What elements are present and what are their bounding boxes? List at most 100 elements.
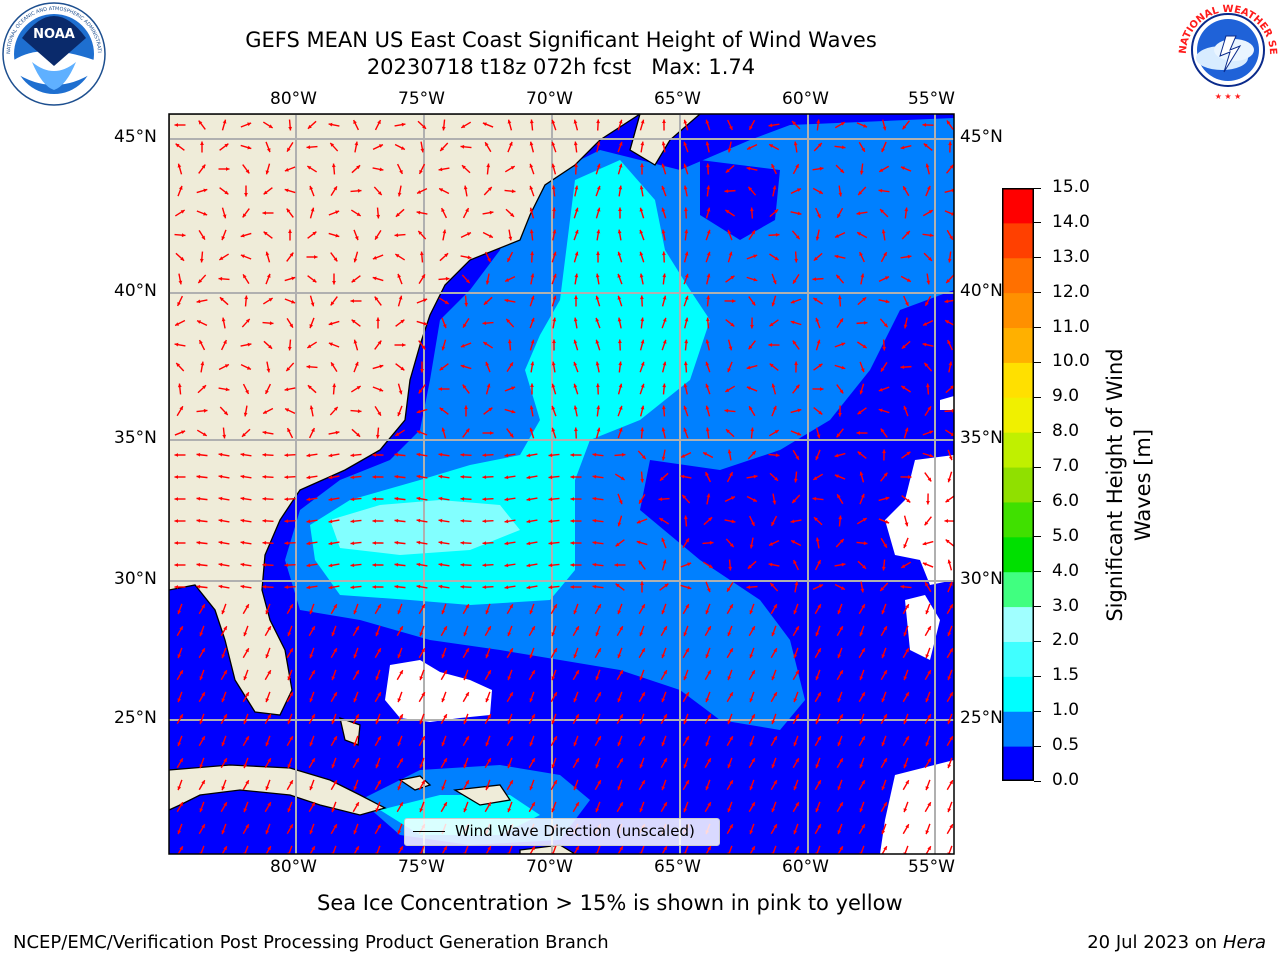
wind-wave-arrow-head: [262, 540, 267, 545]
wind-wave-arrow-head: [621, 452, 626, 457]
wind-wave-arrow-head: [684, 273, 689, 278]
colorbar-tick-mark: [1034, 222, 1041, 224]
wind-wave-arrow-head: [725, 388, 730, 392]
wind-wave-arrow-head: [487, 257, 491, 262]
wind-wave-arrow-head: [284, 541, 289, 546]
wind-wave-arrow-head: [551, 808, 556, 813]
wind-wave-arrow-head: [330, 142, 335, 147]
wind-wave-arrow-head: [180, 256, 185, 261]
wind-wave-arrow-head: [394, 518, 399, 523]
wind-wave-arrow-head: [552, 339, 556, 344]
wind-wave-arrow-head: [307, 344, 312, 348]
wind-wave-arrow-head: [482, 519, 487, 524]
wind-wave-arrow-head: [333, 692, 337, 697]
wind-wave-arrow-head: [841, 365, 846, 370]
wind-wave-arrow-head: [353, 654, 358, 659]
wind-wave-arrow-head: [944, 519, 949, 523]
wind-wave-arrow-head: [905, 648, 909, 653]
colorbar-segment: [1002, 746, 1034, 781]
wind-wave-arrow-head: [618, 361, 623, 366]
wind-wave-arrow-head: [201, 235, 205, 240]
wind-wave-arrow-head: [464, 302, 469, 307]
wind-wave-arrow-head: [199, 764, 204, 769]
wind-wave-arrow-head: [769, 322, 774, 327]
wind-wave-arrow-head: [705, 163, 710, 168]
wind-wave-arrow-head: [839, 389, 844, 394]
colorbar-tick-mark: [1034, 571, 1041, 573]
wind-wave-arrow: [816, 845, 821, 854]
wind-wave-arrow-head: [705, 405, 710, 410]
wind-wave-arrow-head: [859, 632, 864, 637]
wind-wave-arrow-head: [355, 670, 359, 675]
wind-wave-arrow-head: [797, 408, 802, 413]
wind-wave-arrow-head: [507, 808, 512, 813]
wind-wave-arrow-head: [529, 610, 534, 615]
wind-wave-arrow-head: [573, 742, 578, 747]
wind-wave-arrow-head: [377, 411, 381, 416]
colorbar-tick-label: 6.0: [1052, 490, 1080, 511]
wind-wave-arrow-head: [705, 339, 710, 344]
wind-wave-arrow-head: [553, 692, 557, 697]
wind-wave-arrow: [596, 845, 601, 854]
wind-wave-arrow-head: [482, 453, 487, 458]
wind-wave-arrow-head: [243, 632, 248, 637]
wind-wave-arrow-head: [460, 540, 465, 545]
wind-wave-arrow-head: [925, 582, 929, 587]
wind-wave-arrow-head: [460, 562, 465, 567]
wind-wave-arrow-head: [819, 166, 824, 171]
wind-wave-arrow-head: [529, 207, 534, 212]
wind-wave-arrow-head: [420, 368, 424, 373]
colorbar-tick-label: 11.0: [1052, 316, 1090, 337]
wind-wave-arrow-head: [707, 714, 711, 719]
wind-wave-arrow-head: [705, 472, 709, 477]
wind-wave-arrow-head: [575, 758, 579, 763]
wind-wave-arrow-head: [815, 764, 820, 769]
wind-wave-arrow-head: [511, 189, 516, 194]
wind-wave-arrow-head: [818, 143, 822, 147]
wind-wave-arrow-head: [861, 780, 865, 785]
wind-wave-arrow-head: [441, 654, 446, 659]
wind-wave-arrow-head: [595, 317, 600, 322]
wind-wave-arrow-head: [510, 212, 515, 217]
wind-wave-arrow-head: [333, 824, 337, 829]
wind-wave-arrow-head: [881, 148, 885, 153]
wind-wave-arrow-head: [639, 764, 644, 769]
wind-wave-arrow-head: [222, 434, 227, 439]
wind-wave-arrow-head: [201, 780, 205, 785]
wind-wave-arrow-head: [922, 541, 927, 546]
wind-wave-arrow-head: [176, 362, 181, 367]
wind-wave-arrow-head: [328, 541, 333, 546]
wind-wave-arrow-head: [792, 121, 796, 125]
wind-wave-arrow-head: [947, 258, 952, 263]
wind-wave-arrow-head: [333, 780, 337, 785]
wind-wave-arrow-head: [465, 692, 469, 697]
wind-wave-arrow-head: [398, 295, 403, 300]
wind-wave-arrow-head: [289, 780, 293, 785]
wind-wave-arrow-head: [465, 428, 470, 433]
wind-wave-arrow-head: [507, 764, 512, 769]
wind-wave-arrow-head: [749, 406, 753, 411]
wind-wave-arrow-head: [375, 764, 380, 769]
wind-wave-arrow-head: [350, 541, 355, 546]
wind-wave-arrow-head: [245, 692, 249, 697]
wind-wave-arrow-head: [553, 604, 557, 609]
wind-wave-arrow-head: [774, 476, 779, 481]
wind-wave-arrow-head: [664, 583, 669, 588]
wind-wave-arrow-head: [573, 119, 578, 124]
wind-wave-arrow-head: [903, 405, 908, 410]
wind-wave-arrow-head: [705, 654, 710, 659]
wind-wave-arrow-head: [461, 165, 466, 170]
wind-wave-arrow-head: [372, 497, 377, 501]
wind-wave-arrow-head: [482, 563, 487, 568]
wind-wave-arrow-head: [574, 207, 579, 212]
wind-wave-arrow-head: [529, 405, 534, 410]
wind-wave-arrow-head: [881, 654, 886, 659]
wind-wave-arrow-head: [901, 344, 906, 349]
wind-wave-arrow-head: [618, 163, 623, 168]
map-legend: Wind Wave Direction (unscaled): [404, 818, 720, 846]
wind-wave-arrow-head: [575, 714, 579, 719]
wind-wave-arrow-head: [834, 254, 839, 259]
wind-wave-arrow-head: [174, 563, 179, 567]
wind-wave-arrow-head: [331, 676, 336, 681]
wind-wave-arrow-head: [438, 387, 443, 391]
